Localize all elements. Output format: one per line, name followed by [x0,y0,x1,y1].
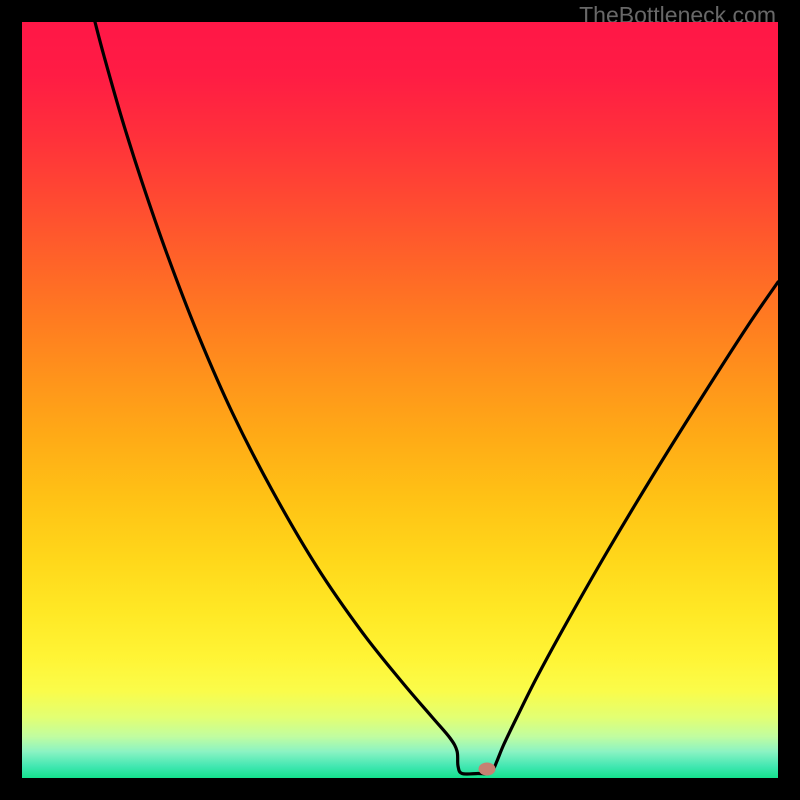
sweet-spot-marker [479,763,496,776]
gradient-background [22,22,778,778]
chart-frame: TheBottleneck.com [0,0,800,800]
bottleneck-curve-chart [22,22,778,778]
plot-area [22,22,778,778]
